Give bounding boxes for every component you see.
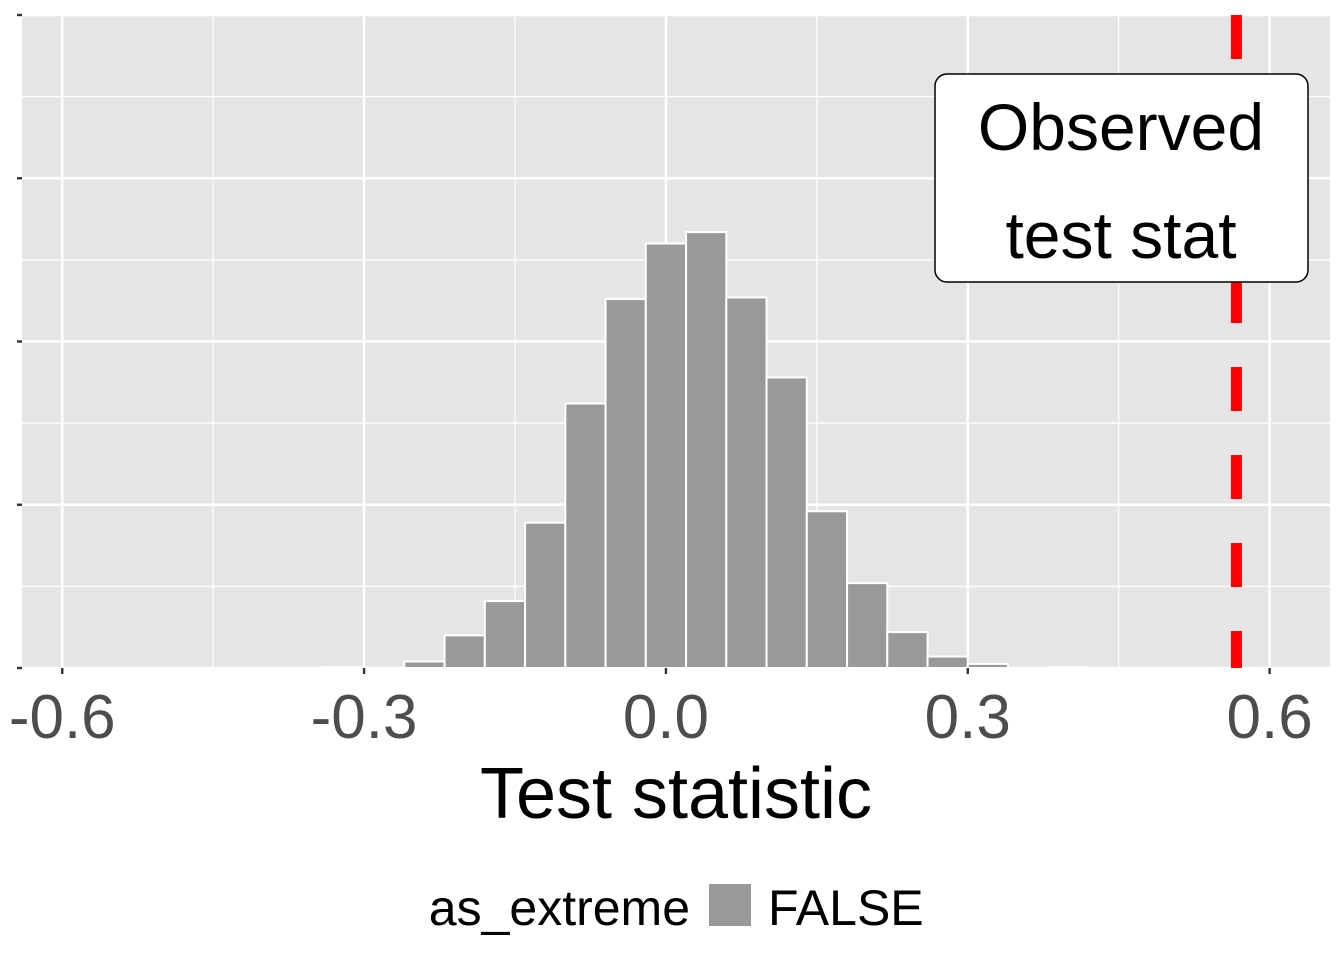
histogram-bar <box>564 402 607 669</box>
histogram-bar <box>604 298 647 669</box>
histogram-bar <box>886 631 929 670</box>
histogram-bar <box>725 296 768 669</box>
x-tick-label: 0.3 <box>925 683 1011 752</box>
annotation-line-1: Observed <box>978 90 1264 164</box>
histogram-bar <box>685 231 728 669</box>
legend-title: as_extreme <box>429 880 690 936</box>
histogram-bar <box>805 510 849 669</box>
histogram-bar <box>524 521 567 670</box>
legend: as_extreme FALSE <box>429 880 924 936</box>
histogram-bars <box>322 231 1090 670</box>
histogram-bar <box>846 582 889 669</box>
legend-key-false <box>707 882 753 928</box>
legend-label-false: FALSE <box>768 880 924 936</box>
histogram-bar <box>966 662 1010 670</box>
histogram-bar <box>483 600 527 670</box>
histogram-bar <box>403 660 446 669</box>
histogram-bar <box>1047 666 1090 670</box>
y-axis-ticks <box>17 13 22 670</box>
x-tick-label: -0.3 <box>311 683 418 752</box>
histogram-bar <box>765 376 808 669</box>
histogram-bar <box>443 634 486 669</box>
x-axis-title: Test statistic <box>480 754 872 834</box>
histogram-bar <box>644 242 688 670</box>
x-tick-label: 0.0 <box>623 683 709 752</box>
x-tick-label: 0.6 <box>1227 683 1313 752</box>
x-axis-tick-labels: -0.6 -0.3 0.0 0.3 0.6 <box>9 683 1313 752</box>
x-tick-label: -0.6 <box>9 683 116 752</box>
annotation-box <box>934 73 1309 283</box>
annotation-label: Observed test stat <box>934 73 1309 283</box>
histogram-bar <box>322 666 366 670</box>
x-axis-ticks <box>61 668 1271 674</box>
histogram-bar <box>926 655 969 670</box>
annotation-line-2: test stat <box>1005 198 1236 272</box>
